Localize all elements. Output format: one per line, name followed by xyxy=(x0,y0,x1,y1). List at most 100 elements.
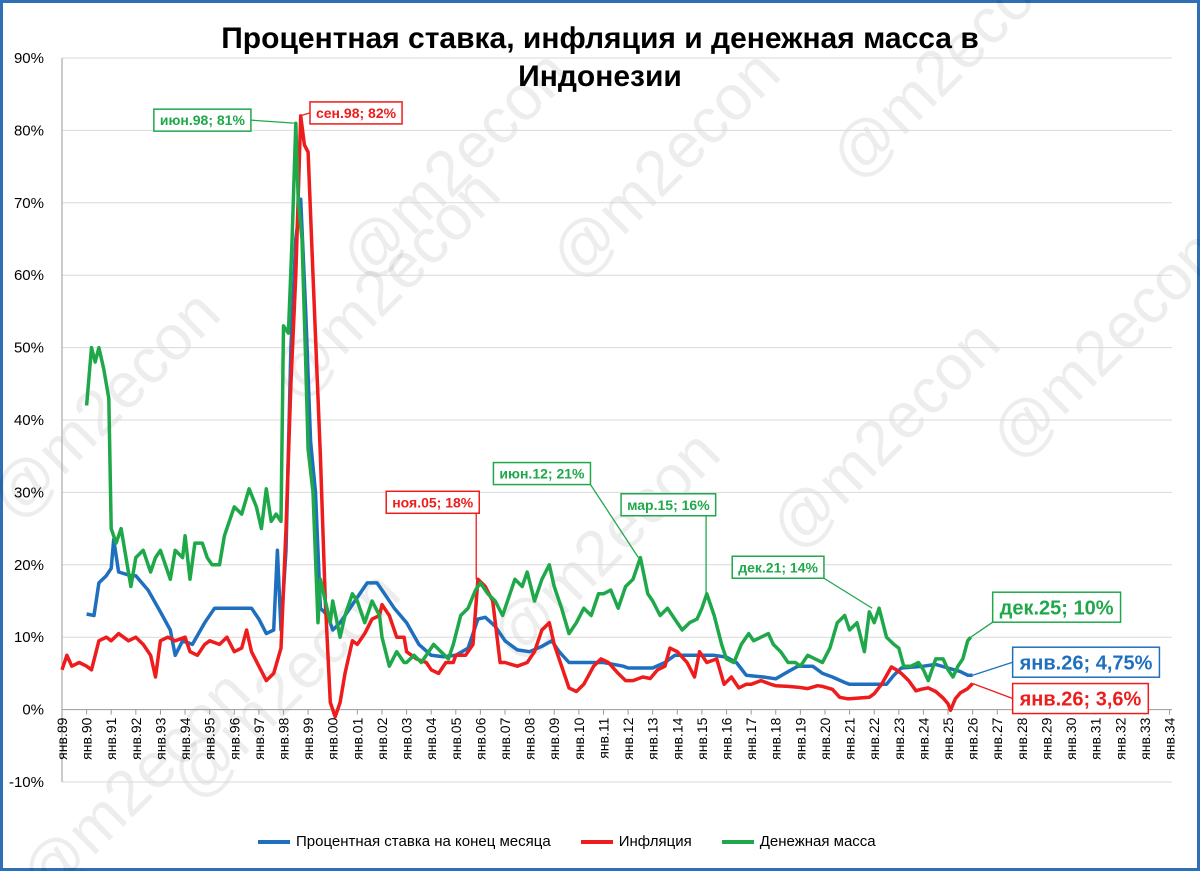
legend-item-money-supply: Денежная масса xyxy=(721,833,876,850)
x-tick-label: янв.20 xyxy=(817,717,833,759)
legend-swatch-rate xyxy=(258,839,290,844)
x-tick-label: янв.23 xyxy=(891,717,907,759)
legend-label-inflation: Инфляция xyxy=(618,833,692,850)
x-tick-label: янв.00 xyxy=(325,717,341,759)
x-tick-label: янв.33 xyxy=(1137,717,1153,759)
x-tick-label: янв.91 xyxy=(103,717,119,759)
annotation-leader xyxy=(589,484,639,558)
x-tick-label: янв.19 xyxy=(792,717,808,759)
x-tick-label: янв.06 xyxy=(472,717,488,759)
annotation-box xyxy=(991,591,1122,623)
x-tick-label: янв.96 xyxy=(226,717,242,759)
x-tick-label: янв.90 xyxy=(79,717,95,759)
x-tick-label: янв.34 xyxy=(1162,717,1178,759)
annotation-label: дек.21; 14% xyxy=(738,559,818,575)
watermark-text: @m2econ xyxy=(756,306,1014,564)
x-tick-label: янв.03 xyxy=(399,717,415,759)
annotation-leader xyxy=(823,577,873,609)
legend-label-money-supply: Денежная масса xyxy=(759,833,876,850)
annotation-box xyxy=(492,461,592,486)
annotation-label: ноя.05; 18% xyxy=(392,494,474,510)
x-tick-label: янв.08 xyxy=(522,717,538,759)
y-tick-label: 40% xyxy=(14,412,44,429)
x-tick-label: янв.14 xyxy=(669,717,685,759)
y-tick-label: 0% xyxy=(22,702,44,719)
chart-title: Процентная ставка, инфляция и денежная м… xyxy=(0,20,1200,96)
annotation-box xyxy=(620,493,717,517)
legend-item-inflation: Инфляция xyxy=(580,833,692,850)
annotation-leader xyxy=(250,119,294,124)
y-tick-label: 90% xyxy=(14,50,44,67)
x-tick-label: янв.28 xyxy=(1014,717,1030,759)
x-tick-label: янв.98 xyxy=(276,717,292,759)
x-tick-label: янв.26 xyxy=(965,717,981,759)
x-tick-label: янв.31 xyxy=(1088,717,1104,759)
x-tick-label: янв.22 xyxy=(866,717,882,759)
annotation-box xyxy=(385,490,481,515)
x-tick-label: янв.25 xyxy=(940,717,956,759)
series-line-1 xyxy=(60,114,974,719)
annotation-box xyxy=(1011,646,1161,678)
annotation-label: июн.98; 81% xyxy=(160,112,246,128)
x-tick-label: янв.10 xyxy=(571,717,587,759)
x-tick-label: янв.16 xyxy=(719,717,735,759)
x-tick-label: янв.12 xyxy=(620,717,636,759)
x-tick-label: янв.32 xyxy=(1112,717,1128,759)
x-tick-label: янв.29 xyxy=(1038,717,1054,759)
x-tick-label: янв.07 xyxy=(497,717,513,759)
annotation-leader xyxy=(972,682,1013,700)
annotation-label: сен.98; 82% xyxy=(316,105,397,121)
annotation-leader xyxy=(972,661,1013,676)
y-tick-label: 70% xyxy=(14,195,44,212)
annotation-label: янв.26; 3,6% xyxy=(1019,689,1142,711)
y-tick-label: 50% xyxy=(14,340,44,357)
x-tick-label: янв.21 xyxy=(842,717,858,759)
x-tick-label: янв.94 xyxy=(177,717,193,759)
annotation-label: дек.25; 10% xyxy=(1000,597,1114,619)
x-tick-label: янв.15 xyxy=(694,717,710,759)
x-tick-label: янв.92 xyxy=(128,717,144,759)
x-tick-label: янв.95 xyxy=(202,717,218,759)
annotation-box xyxy=(309,101,403,125)
annotation-label: мар.15; 16% xyxy=(627,497,710,513)
y-tick-label: 60% xyxy=(14,267,44,284)
x-tick-label: янв.04 xyxy=(423,717,439,759)
y-tick-label: 80% xyxy=(14,122,44,139)
x-tick-label: янв.17 xyxy=(743,717,759,759)
x-tick-label: янв.24 xyxy=(915,717,931,759)
annotation-box xyxy=(1011,682,1150,715)
annotation-label: июн.12; 21% xyxy=(499,466,585,482)
x-tick-label: янв.11 xyxy=(595,717,611,758)
x-tick-label: янв.01 xyxy=(349,717,365,759)
x-tick-label: янв.99 xyxy=(300,717,316,759)
chart-title-line-2: Индонезии xyxy=(518,60,682,93)
y-tick-label: 20% xyxy=(14,557,44,574)
annotation-box xyxy=(731,555,825,579)
y-tick-label: 30% xyxy=(14,484,44,501)
x-tick-label: янв.18 xyxy=(768,717,784,759)
legend: Процентная ставка на конец месяца Инфляц… xyxy=(258,833,906,850)
x-tick-label: янв.02 xyxy=(374,717,390,759)
x-tick-label: янв.97 xyxy=(251,717,267,759)
watermark-text: @m2econ xyxy=(976,216,1200,474)
x-tick-label: янв.13 xyxy=(645,717,661,759)
series-line-0 xyxy=(86,197,973,687)
x-tick-label: янв.93 xyxy=(152,717,168,759)
annotation-label: янв.26; 4,75% xyxy=(1019,652,1153,674)
x-tick-label: янв.89 xyxy=(54,717,70,759)
legend-item-rate: Процентная ставка на конец месяца xyxy=(258,833,551,850)
watermark-text: @m2econ xyxy=(536,36,794,294)
annotation-leader xyxy=(299,112,311,117)
legend-swatch-inflation xyxy=(580,839,613,844)
annotation-leader xyxy=(970,621,994,638)
x-tick-label: янв.30 xyxy=(1063,717,1079,759)
legend-swatch-money-supply xyxy=(721,839,754,844)
x-tick-label: янв.27 xyxy=(989,717,1005,759)
chart-title-line-1: Процентная ставка, инфляция и денежная м… xyxy=(221,22,979,55)
x-tick-label: янв.09 xyxy=(546,717,562,759)
annotation-box xyxy=(153,108,252,132)
watermark-text: @m2econ xyxy=(476,416,734,674)
x-tick-label: янв.05 xyxy=(448,717,464,759)
y-tick-label: 10% xyxy=(14,629,44,646)
